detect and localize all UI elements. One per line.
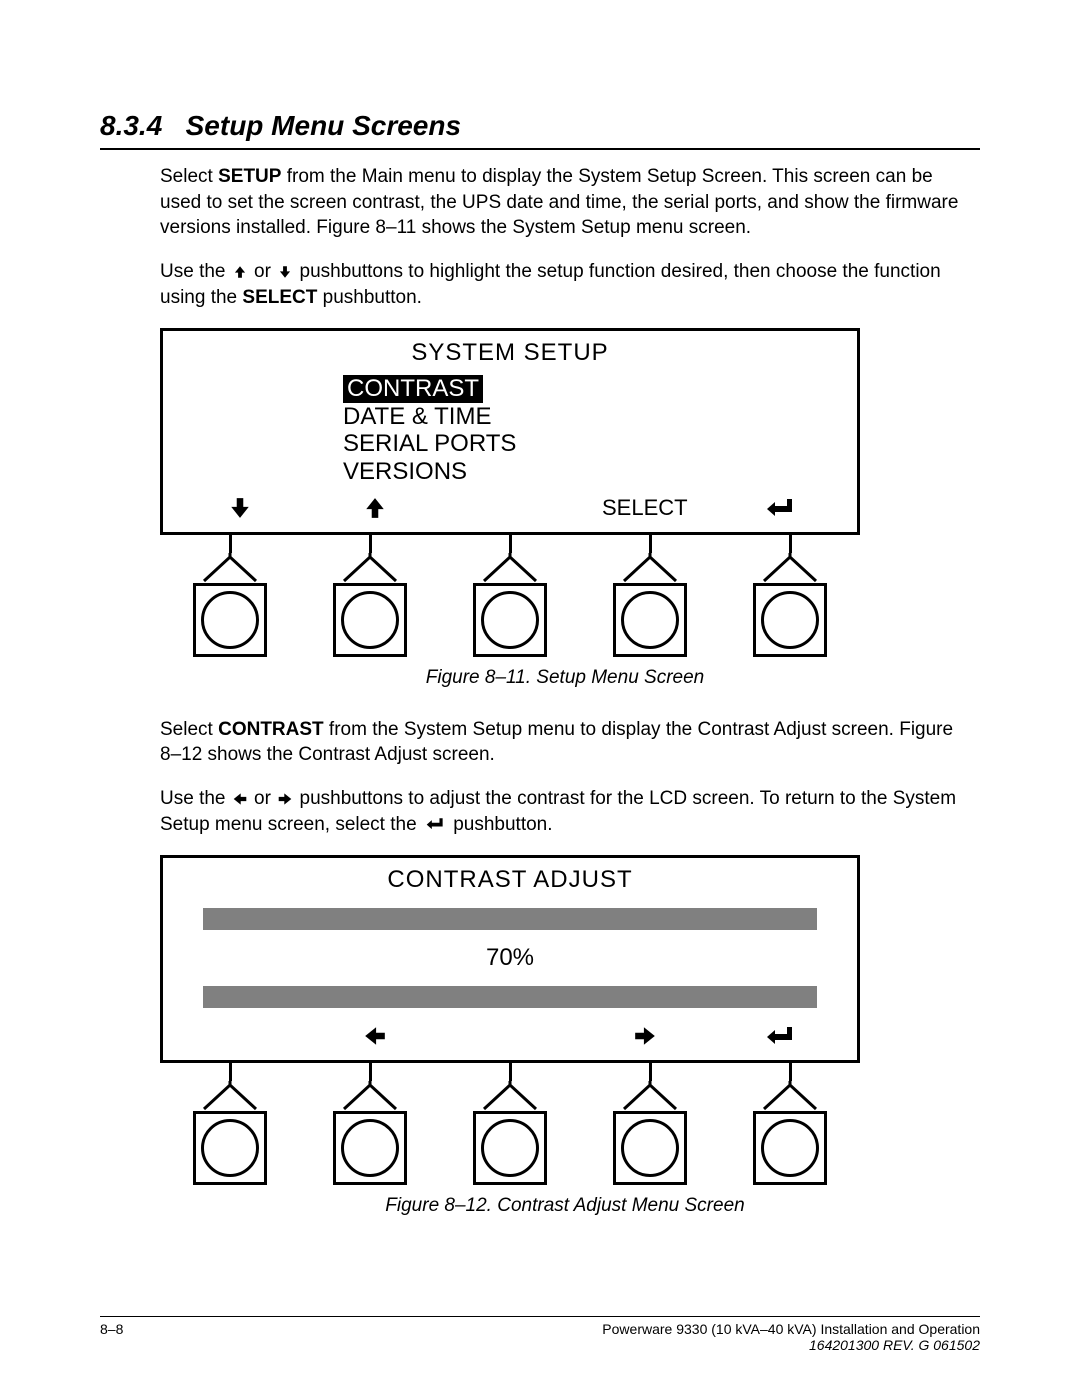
paragraph-1: Select SETUP from the Main menu to displ…: [160, 164, 970, 241]
pushbutton[interactable]: [193, 1063, 267, 1185]
menu-item-serialports: SERIAL PORTS: [343, 430, 857, 458]
connector-icon: [200, 1081, 260, 1111]
softkey-up: [308, 496, 443, 520]
softkey-down: [173, 496, 308, 520]
menu-items: CONTRAST DATE & TIME SERIAL PORTS VERSIO…: [343, 375, 857, 485]
pushbutton[interactable]: [193, 535, 267, 657]
lcd-panel-contrast: CONTRAST ADJUST 70%: [160, 855, 860, 1063]
softkey-left: [308, 1025, 443, 1047]
softkey-enter: [712, 1025, 847, 1047]
right-arrow-icon: [633, 1025, 657, 1047]
down-arrow-icon: [276, 265, 294, 279]
menu-item-contrast: CONTRAST: [343, 375, 483, 403]
pushbutton[interactable]: [333, 1063, 407, 1185]
pushbutton[interactable]: [753, 535, 827, 657]
pushbutton[interactable]: [613, 535, 687, 657]
footer-rev: 164201300 REV. G 061502: [602, 1337, 980, 1353]
connector-icon: [340, 1081, 400, 1111]
right-arrow-icon: [276, 792, 294, 806]
connector-icon: [480, 553, 540, 583]
enter-arrow-icon: [422, 817, 448, 831]
lcd-title: SYSTEM SETUP: [163, 331, 857, 375]
pushbutton[interactable]: [613, 1063, 687, 1185]
left-arrow-icon: [363, 1025, 387, 1047]
paragraph-3: Select CONTRAST from the System Setup me…: [160, 717, 970, 768]
section-number: 8.3.4: [100, 110, 162, 141]
connector-icon: [340, 553, 400, 583]
menu-item-versions: VERSIONS: [343, 458, 857, 486]
softkey-row: SELECT: [163, 486, 857, 526]
softkey-right: [577, 1025, 712, 1047]
connector-icon: [480, 1081, 540, 1111]
contrast-bar-top: [203, 908, 817, 930]
pushbutton-row: [160, 535, 860, 657]
pushbutton-row: [160, 1063, 860, 1185]
connector-icon: [620, 553, 680, 583]
figure-8-12: CONTRAST ADJUST 70%: [160, 855, 970, 1217]
page-footer: 8–8 Powerware 9330 (10 kVA–40 kVA) Insta…: [100, 1316, 980, 1353]
enter-arrow-icon: [765, 497, 795, 519]
enter-arrow-icon: [765, 1025, 795, 1047]
paragraph-4: Use the or pushbuttons to adjust the con…: [160, 786, 970, 837]
figure-caption: Figure 8–11. Setup Menu Screen: [160, 667, 970, 689]
pushbutton[interactable]: [333, 535, 407, 657]
pushbutton[interactable]: [473, 1063, 547, 1185]
down-arrow-icon: [229, 496, 251, 520]
softkey-select: SELECT: [577, 495, 712, 521]
contrast-value: 70%: [163, 936, 857, 980]
connector-icon: [620, 1081, 680, 1111]
connector-icon: [760, 1081, 820, 1111]
contrast-bar-bottom: [203, 986, 817, 1008]
page-number: 8–8: [100, 1321, 123, 1353]
figure-caption: Figure 8–12. Contrast Adjust Menu Screen: [160, 1195, 970, 1217]
section-title: Setup Menu Screens: [186, 110, 461, 141]
lcd-title: CONTRAST ADJUST: [163, 858, 857, 902]
left-arrow-icon: [231, 792, 249, 806]
softkey-enter: [712, 497, 847, 519]
menu-item-datetime: DATE & TIME: [343, 403, 857, 431]
lcd-panel-setup: SYSTEM SETUP CONTRAST DATE & TIME SERIAL…: [160, 328, 860, 534]
figure-8-11: SYSTEM SETUP CONTRAST DATE & TIME SERIAL…: [160, 328, 970, 688]
connector-icon: [760, 553, 820, 583]
pushbutton[interactable]: [473, 535, 547, 657]
softkey-row: [163, 1014, 857, 1054]
section-heading: 8.3.4 Setup Menu Screens: [100, 110, 980, 150]
up-arrow-icon: [364, 496, 386, 520]
footer-title: Powerware 9330 (10 kVA–40 kVA) Installat…: [602, 1321, 980, 1337]
up-arrow-icon: [231, 265, 249, 279]
pushbutton[interactable]: [753, 1063, 827, 1185]
connector-icon: [200, 553, 260, 583]
paragraph-2: Use the or pushbuttons to highlight the …: [160, 259, 970, 310]
